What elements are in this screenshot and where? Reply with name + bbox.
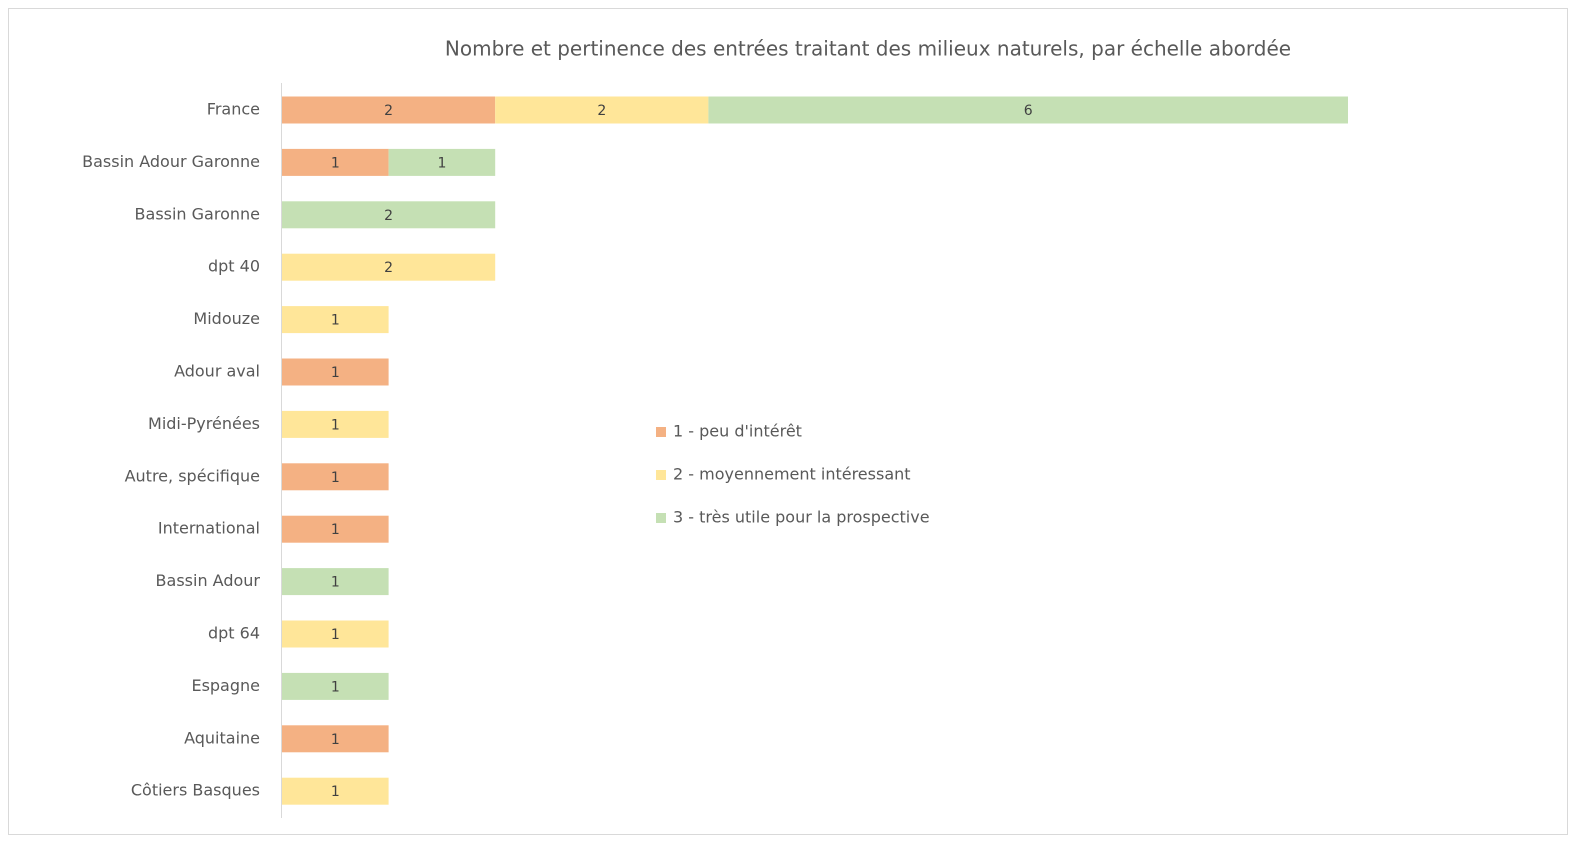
bar-segment [282,96,496,124]
y-tick-label: Bassin Adour [156,571,261,590]
bar-segment [282,306,389,334]
y-tick-label: France [207,100,260,119]
bar-segment [282,725,389,753]
y-tick-label: Bassin Garonne [135,204,260,223]
bar-segment [282,568,389,596]
bar-segment [282,672,389,700]
bar-segment [282,358,389,386]
bar-segment [282,201,496,229]
bar-segment [282,148,389,176]
data-label: 6 [1024,103,1033,119]
legend-label: 1 - peu d'intérêt [673,422,802,441]
y-tick-label: Aquitaine [184,728,260,747]
bar-segment [708,96,1348,124]
chart-title: Nombre et pertinence des entrées traitan… [445,37,1291,61]
legend-swatch [656,513,666,523]
data-label: 1 [331,679,340,695]
y-tick-label: Midouze [193,309,260,328]
y-tick-label: Côtiers Basques [131,781,260,800]
data-label: 1 [331,575,340,591]
data-label: 1 [331,732,340,748]
chart-frame [8,8,1568,835]
legend-swatch [656,427,666,437]
y-tick-label: Adour aval [174,362,260,381]
legend-label: 3 - très utile pour la prospective [673,508,930,527]
data-label: 1 [331,522,340,538]
bar-segment [282,777,389,805]
y-tick-label: dpt 64 [208,624,260,643]
legend-label: 2 - moyennement intéressant [673,465,911,484]
data-label: 1 [331,313,340,329]
data-label: 1 [437,155,446,171]
bar-segment [388,148,496,176]
data-label: 2 [384,208,393,224]
y-tick-label: Midi-Pyrénées [148,414,260,433]
data-label: 2 [384,103,393,119]
data-label: 1 [331,155,340,171]
bar-segment [282,620,389,648]
data-label: 1 [331,470,340,486]
bar-segment [282,253,496,281]
bar-segment [495,96,709,124]
data-label: 1 [331,627,340,643]
bar-segment [282,410,389,438]
data-label: 1 [331,365,340,381]
data-label: 2 [384,260,393,276]
data-label: 1 [331,784,340,800]
y-tick-label: Autre, spécifique [125,466,260,485]
y-tick-label: dpt 40 [208,257,260,276]
y-tick-label: Bassin Adour Garonne [82,152,260,171]
data-label: 2 [597,103,606,119]
legend-swatch [656,470,666,480]
bar-segment [282,515,389,543]
y-tick-label: Espagne [191,676,260,695]
data-label: 1 [331,417,340,433]
bar-segment [282,463,389,491]
y-tick-label: International [158,519,260,538]
